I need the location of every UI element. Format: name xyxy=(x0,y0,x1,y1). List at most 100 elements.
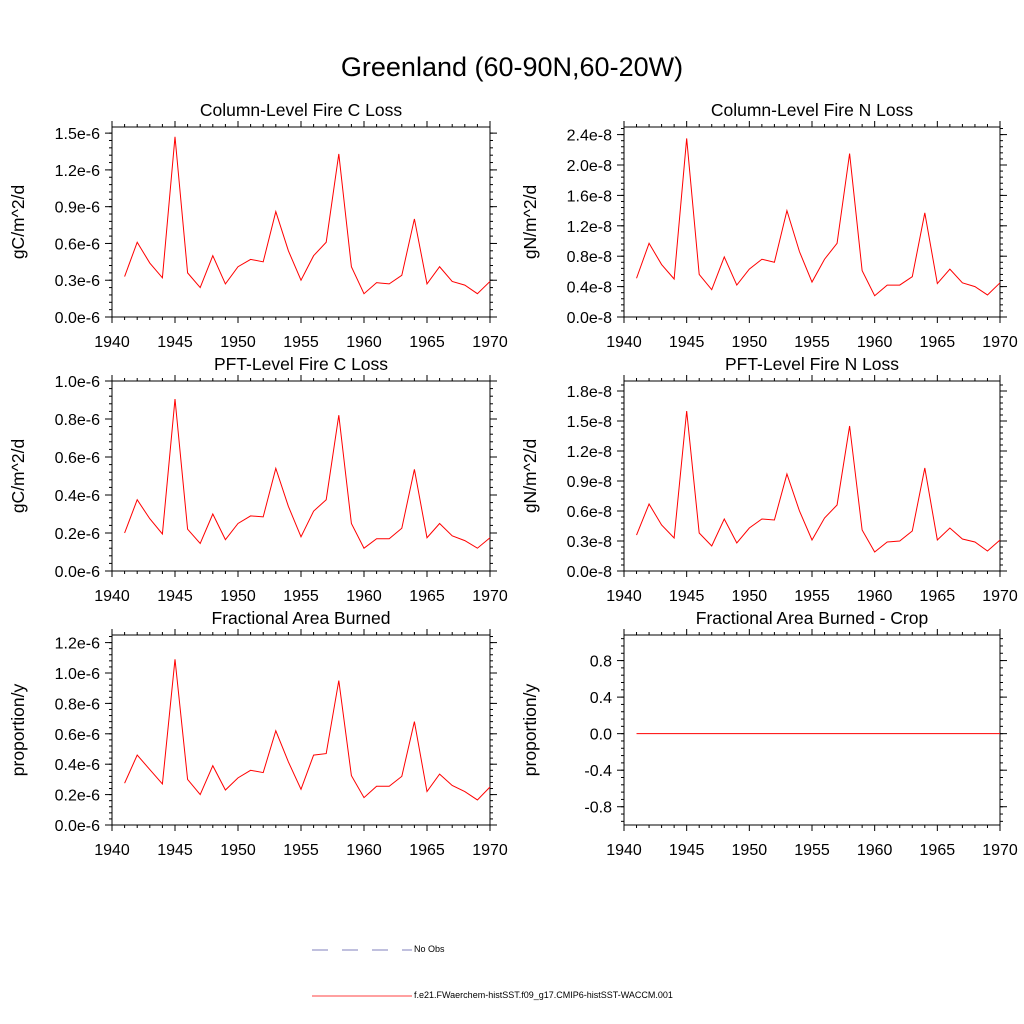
y-axis-label: gN/m^2/d xyxy=(520,185,540,259)
chart-panel-4: 1940 1945 1950 1955 1960 1965 1970 0.0e-8 0.3e-8… xyxy=(520,354,1018,605)
panel-title: PFT-Level Fire N Loss xyxy=(725,354,899,374)
x-tick-label: 1965 xyxy=(920,588,956,605)
y-tick-label: 1.2e-8 xyxy=(567,444,612,461)
y-tick-label: 0.6e-6 xyxy=(55,236,100,253)
x-tick-label: 1950 xyxy=(732,842,768,859)
panel-title: PFT-Level Fire C Loss xyxy=(214,354,388,374)
x-tick-label: 1940 xyxy=(606,334,642,351)
x-tick-label: 1940 xyxy=(606,588,642,605)
y-tick-label: 0.0e-6 xyxy=(55,564,100,581)
y-axis-label: gC/m^2/d xyxy=(8,185,28,259)
x-tick-label: 1945 xyxy=(669,842,705,859)
series-line xyxy=(124,136,491,295)
x-tick-label: 1960 xyxy=(857,588,893,605)
y-tick-label: 1.2e-6 xyxy=(55,163,100,180)
y-tick-label: 1.2e-8 xyxy=(567,219,612,236)
y-tick-label: 0.3e-8 xyxy=(567,534,612,551)
panel-title: Column-Level Fire N Loss xyxy=(711,100,914,120)
x-tick-label: 1945 xyxy=(157,842,193,859)
chart-panel-5: 1940 1945 1950 1955 1960 1965 1970 0.0e-6 0.2e-6… xyxy=(8,608,508,859)
y-tick-label: 0.2e-6 xyxy=(55,788,100,805)
x-tick-label: 1945 xyxy=(669,588,705,605)
y-axis-label: gN/m^2/d xyxy=(520,439,540,513)
x-tick-label: 1960 xyxy=(346,588,382,605)
y-tick-label: 1.5e-6 xyxy=(55,126,100,143)
x-tick-label: 1950 xyxy=(220,588,256,605)
x-tick-label: 1950 xyxy=(732,588,768,605)
y-tick-label: 0.9e-8 xyxy=(567,474,612,491)
y-tick-label: 0.4e-6 xyxy=(55,488,100,505)
x-tick-label: 1960 xyxy=(346,842,382,859)
x-tick-label: 1965 xyxy=(920,842,956,859)
y-tick-label: 0.0e-8 xyxy=(567,310,612,327)
x-tick-label: 1965 xyxy=(409,588,445,605)
y-tick-label: -0.8 xyxy=(584,800,612,817)
y-tick-label: 0.8 xyxy=(590,654,612,671)
x-tick-label: 1970 xyxy=(472,842,508,859)
y-tick-label: 1.0e-6 xyxy=(55,374,100,391)
y-tick-label: 1.2e-6 xyxy=(55,636,100,653)
x-tick-label: 1940 xyxy=(94,588,130,605)
y-tick-label: 2.0e-8 xyxy=(567,158,612,175)
y-tick-label: 0.4 xyxy=(590,690,612,707)
y-tick-label: 0.8e-6 xyxy=(55,696,100,713)
y-tick-label: 0.8e-6 xyxy=(55,412,100,429)
x-tick-label: 1960 xyxy=(857,334,893,351)
panel-title: Fractional Area Burned - Crop xyxy=(696,608,928,628)
y-axis-label: gC/m^2/d xyxy=(8,439,28,513)
y-tick-label: -0.4 xyxy=(584,763,612,780)
x-tick-label: 1950 xyxy=(732,334,768,351)
y-tick-label: 1.0e-6 xyxy=(55,666,100,683)
y-tick-label: 1.6e-8 xyxy=(567,188,612,205)
x-tick-label: 1970 xyxy=(982,842,1018,859)
y-tick-label: 0.9e-6 xyxy=(55,200,100,217)
y-tick-label: 0.6e-8 xyxy=(567,504,612,521)
x-tick-label: 1950 xyxy=(220,842,256,859)
x-tick-label: 1970 xyxy=(982,334,1018,351)
x-tick-label: 1955 xyxy=(283,334,319,351)
y-tick-label: 2.4e-8 xyxy=(567,128,612,145)
x-tick-label: 1970 xyxy=(982,588,1018,605)
x-tick-label: 1965 xyxy=(409,842,445,859)
y-tick-label: 0.0e-8 xyxy=(567,564,612,581)
panel-title: Fractional Area Burned xyxy=(212,608,391,628)
series-line xyxy=(124,659,491,801)
y-tick-label: 0.4e-6 xyxy=(55,757,100,774)
x-tick-label: 1945 xyxy=(157,588,193,605)
chart-panel-1: 1940 1945 1950 1955 1960 1965 1970 0.0e-6 0.3e-6… xyxy=(8,100,508,351)
figure-title: Greenland (60-90N,60-20W) xyxy=(340,52,684,82)
y-axis-label: proportion/y xyxy=(8,684,28,777)
y-tick-label: 0.0e-6 xyxy=(55,818,100,835)
y-tick-label: 0.6e-6 xyxy=(55,450,100,467)
x-tick-label: 1960 xyxy=(346,334,382,351)
series-line xyxy=(124,399,491,549)
x-tick-label: 1940 xyxy=(94,842,130,859)
x-tick-label: 1945 xyxy=(669,334,705,351)
y-tick-label: 0.2e-6 xyxy=(55,526,100,543)
x-tick-label: 1955 xyxy=(794,842,830,859)
x-tick-label: 1955 xyxy=(794,334,830,351)
x-tick-label: 1970 xyxy=(472,334,508,351)
legend-model-label: f.e21.FWaerchem-histSST.f09_g17.CMIP6-hi… xyxy=(414,990,673,1000)
y-tick-label: 0.0 xyxy=(590,727,612,744)
y-axis-label: proportion/y xyxy=(520,684,540,777)
y-tick-label: 0.4e-8 xyxy=(567,280,612,297)
y-tick-label: 0.3e-6 xyxy=(55,273,100,290)
x-tick-label: 1970 xyxy=(472,588,508,605)
x-tick-label: 1950 xyxy=(220,334,256,351)
chart-panel-3: 1940 1945 1950 1955 1960 1965 1970 0.0e-6 0.2e-6… xyxy=(8,354,508,605)
y-tick-label: 0.8e-8 xyxy=(567,249,612,266)
x-tick-label: 1955 xyxy=(794,588,830,605)
y-tick-label: 1.5e-8 xyxy=(567,414,612,431)
y-tick-label: 0.0e-6 xyxy=(55,310,100,327)
x-tick-label: 1940 xyxy=(94,334,130,351)
x-tick-label: 1955 xyxy=(283,588,319,605)
x-tick-label: 1960 xyxy=(857,842,893,859)
x-tick-label: 1965 xyxy=(920,334,956,351)
chart-panel-6: 1940 1945 1950 1955 1960 1965 1970 -0.8 -0.4 0.0 0… xyxy=(520,608,1018,859)
y-tick-label: 1.8e-8 xyxy=(567,384,612,401)
chart-panel-2: 1940 1945 1950 1955 1960 1965 1970 0.0e-8 0.4e-8… xyxy=(520,100,1018,351)
x-tick-label: 1955 xyxy=(283,842,319,859)
x-tick-label: 1965 xyxy=(409,334,445,351)
